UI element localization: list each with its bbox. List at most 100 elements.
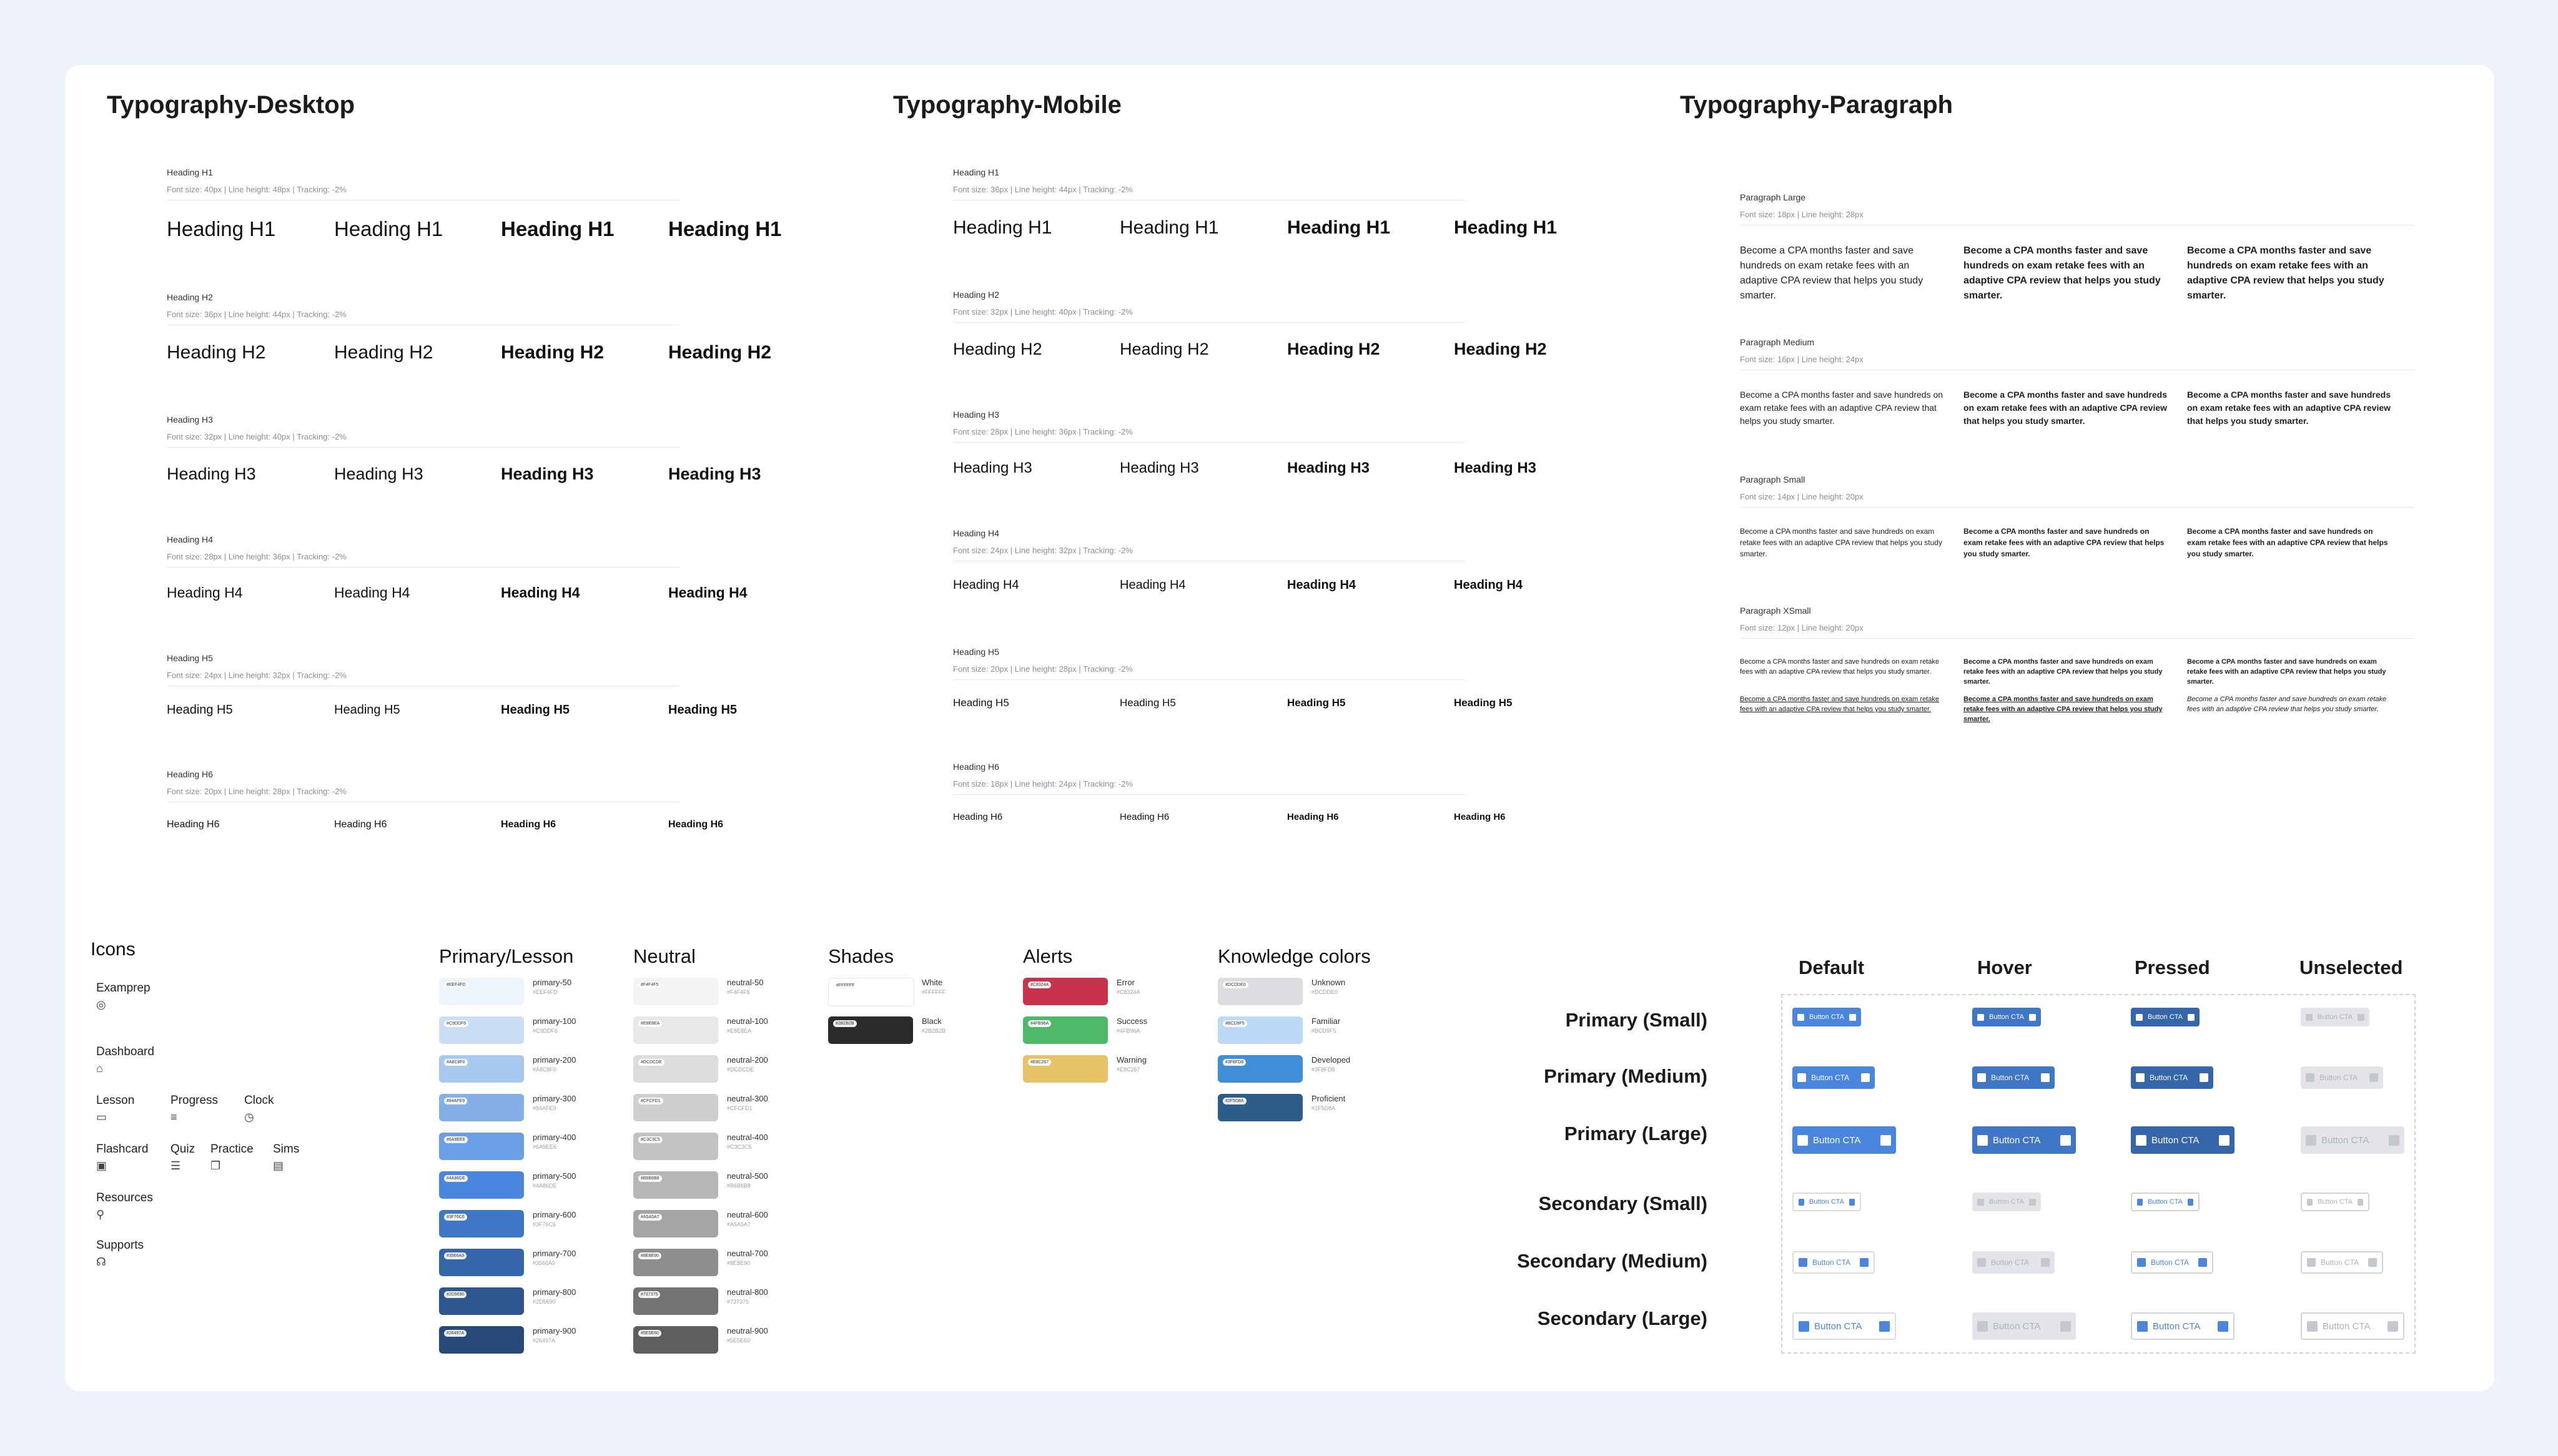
cta-button[interactable]: Button CTA (2131, 1126, 2235, 1154)
heading-spec-label: Heading H3 (167, 415, 213, 425)
paragraph-sample: Become a CPA months faster and save hund… (1963, 527, 2165, 558)
primary-swatch-name: primary-400 (533, 1133, 576, 1142)
neutral-swatch-hex: #737375 (727, 1299, 749, 1305)
heading-sample: Heading H2 (1120, 340, 1209, 358)
cta-button[interactable]: Button CTA (1792, 1193, 1861, 1211)
button-label: Button CTA (1812, 1258, 1851, 1267)
paragraph-sample-variant: Become a CPA months faster and save hund… (1740, 696, 1939, 713)
heading-sample: Heading H5 (1120, 697, 1176, 709)
divider (953, 322, 1465, 323)
cta-button[interactable]: Button CTA (1972, 1126, 2076, 1154)
heading-sample: Heading H6 (1454, 812, 1506, 822)
heading-spec-label: Heading H2 (167, 292, 213, 302)
cta-button[interactable]: Button CTA (2301, 1193, 2369, 1211)
cta-button[interactable]: Button CTA (2131, 1008, 2200, 1026)
button-trailing-icon (2389, 1134, 2399, 1146)
swatch-hex-tag: #A8C8F0 (444, 1059, 468, 1066)
cta-button[interactable]: Button CTA (2301, 1066, 2383, 1089)
button-leading-icon (1799, 1321, 1809, 1332)
heading-sample: Heading H4 (334, 584, 410, 601)
knowledge-swatch: #2F5D8A (1218, 1094, 1303, 1121)
button-leading-icon (1797, 1073, 1806, 1082)
swatch-hex-tag: #DCDCDE (638, 1059, 664, 1066)
cta-button[interactable]: Button CTA (1792, 1008, 1861, 1026)
primary-swatch: #26497A (439, 1326, 524, 1354)
section-title-desktop: Typography-Desktop (107, 91, 355, 119)
clock-icon: ◷ (244, 1111, 254, 1123)
home-icon: ⌂ (96, 1062, 103, 1075)
neutral-swatch: #A5A5A7 (633, 1210, 718, 1237)
paragraph-spec-label: Paragraph Large (1740, 192, 1806, 202)
swatch-hex-tag: #EEF4FD (444, 981, 468, 988)
button-label: Button CTA (2151, 1258, 2190, 1267)
primary-swatch-hex: #3F76C6 (533, 1221, 556, 1227)
neutral-swatch-hex: #8E8E90 (727, 1260, 751, 1266)
cta-button[interactable]: Button CTA (2131, 1312, 2235, 1340)
heading-sample: Heading H2 (668, 342, 772, 363)
icon-label: Dashboard (96, 1045, 154, 1058)
heading-sample: Heading H1 (167, 217, 276, 240)
heading-spec-meta: Font size: 20px | Line height: 28px | Tr… (167, 787, 347, 796)
cta-button[interactable]: Button CTA (2131, 1193, 2200, 1211)
heading-sample: Heading H5 (1454, 697, 1513, 709)
cta-button[interactable]: Button CTA (1972, 1066, 2055, 1089)
cta-button[interactable]: Button CTA (2131, 1066, 2213, 1089)
knowledge-swatch-name: Unknown (1311, 978, 1346, 987)
icon-label: Progress (170, 1094, 219, 1107)
paragraph-sample: Become a CPA months faster and save hund… (1963, 390, 2168, 426)
cta-button[interactable]: Button CTA (2301, 1312, 2404, 1340)
primary-swatch-hex: #84AFE9 (533, 1105, 556, 1111)
section-title-paragraph: Typography-Paragraph (1680, 91, 1953, 119)
button-label: Button CTA (2323, 1321, 2371, 1332)
paragraph-sample: Become a CPA months faster and save hund… (2187, 390, 2391, 426)
cta-button[interactable]: Button CTA (1792, 1066, 1875, 1089)
neutral-swatch-hex: #CFCFD1 (727, 1105, 753, 1111)
neutral-swatch: #5E5E60 (633, 1326, 718, 1354)
heading-sample: Heading H3 (167, 465, 256, 483)
button-trailing-icon (2188, 1013, 2195, 1021)
heading-spec-label: Heading H6 (953, 762, 999, 772)
heading-sample: Heading H5 (1287, 697, 1346, 709)
cta-button[interactable]: Button CTA (1972, 1251, 2055, 1274)
heading-sample: Heading H1 (501, 217, 615, 240)
swatch-hex-tag: #2B2B2B (833, 1020, 857, 1027)
primary-swatch-name: primary-300 (533, 1094, 576, 1103)
swatch-hex-tag: #CFCFD1 (638, 1098, 663, 1104)
button-trailing-icon (1880, 1134, 1891, 1146)
cta-button[interactable]: Button CTA (1792, 1126, 1896, 1154)
heading-sample: Heading H6 (167, 819, 220, 830)
cta-button[interactable]: Button CTA (2301, 1126, 2404, 1154)
button-label: Button CTA (2321, 1258, 2359, 1267)
paragraph-sample: Become a CPA months faster and save hund… (2187, 527, 2388, 558)
neutral-swatch-hex: #A5A5A7 (727, 1221, 751, 1227)
heading-spec-meta: Font size: 18px | Line height: 24px | Tr… (953, 779, 1133, 789)
primary-swatch-hex: #2D5690 (533, 1299, 556, 1305)
heading-spec-label: Heading H4 (953, 528, 999, 538)
swatch-hex-tag: #4A86DE (444, 1175, 468, 1182)
cta-button[interactable]: Button CTA (1972, 1193, 2041, 1211)
button-label: Button CTA (2147, 1013, 2183, 1021)
divider (1740, 507, 2414, 508)
heading-spec-label: Heading H1 (167, 167, 213, 177)
neutral-swatch: #B6B6B8 (633, 1171, 718, 1199)
heading-spec-meta: Font size: 28px | Line height: 36px | Tr… (953, 427, 1133, 436)
button-grid-frame (1781, 994, 2416, 1354)
button-trailing-icon (2029, 1013, 2036, 1021)
primary-swatch-name: primary-900 (533, 1326, 576, 1335)
cta-button[interactable]: Button CTA (2301, 1008, 2369, 1026)
cta-button[interactable]: Button CTA (2301, 1251, 2383, 1274)
button-leading-icon (1977, 1198, 1984, 1206)
cta-button[interactable]: Button CTA (1792, 1251, 1875, 1274)
neutral-swatch: #CFCFD1 (633, 1094, 718, 1121)
paragraph-spec-meta: Font size: 18px | Line height: 28px (1740, 210, 1864, 219)
cta-button[interactable]: Button CTA (1972, 1008, 2041, 1026)
button-leading-icon (1799, 1258, 1807, 1267)
icon-label: Practice (210, 1143, 254, 1156)
cta-button[interactable]: Button CTA (1792, 1312, 1896, 1340)
cta-button[interactable]: Button CTA (1972, 1312, 2076, 1340)
button-trailing-icon (2368, 1258, 2377, 1267)
button-leading-icon (2306, 1134, 2316, 1146)
heading-sample: Heading H6 (334, 819, 387, 830)
cta-button[interactable]: Button CTA (2131, 1251, 2213, 1274)
button-trailing-icon (2369, 1073, 2378, 1082)
